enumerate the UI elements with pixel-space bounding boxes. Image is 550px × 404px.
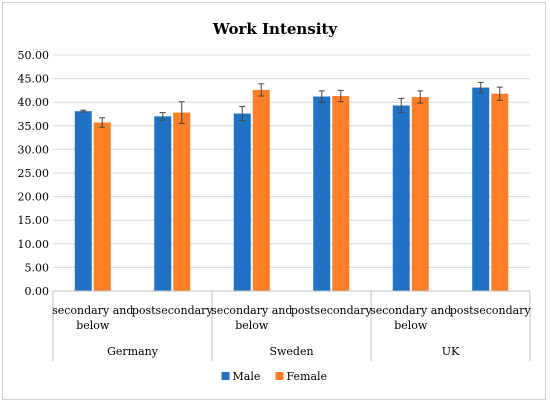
category-label: postsecondary [132,304,214,317]
y-axis-ticks: 0.00 5.00 10.00 15.00 20.00 25.00 30.00 35.00 40… [18,49,50,298]
x-axis: secondary and belowpostsecondarysecondary… [52,290,532,361]
y-tick-label: 25.00 [18,167,50,180]
bar-male [154,116,172,291]
y-tick-label: 45.00 [18,73,50,86]
bar-female [332,96,350,292]
legend-swatch-male [221,372,230,380]
y-tick-label: 5.00 [25,261,50,274]
bars [74,81,509,292]
bar-female [93,122,111,291]
bar-female [252,89,270,291]
gridlines [53,54,530,292]
y-tick-label: 35.00 [18,120,50,133]
legend-swatch-female [275,372,284,380]
bar-male [392,105,410,291]
bar-female [491,93,509,291]
y-tick-label: 40.00 [18,96,50,109]
chart-title: Work Intensity [212,20,339,38]
chart-frame: Work Intensity 0.00 5.00 10.00 15.00 20.00 25… [2,2,546,400]
group-label: Germany [107,345,159,358]
group-label: Sweden [269,345,313,358]
bar-male [233,113,251,291]
bar-female [173,112,191,291]
category-label: postsecondary [450,304,532,317]
category-label: secondary and below [370,304,451,332]
y-tick-label: 10.00 [18,238,50,251]
y-tick-label: 20.00 [18,191,50,204]
bar-female [411,97,429,292]
bar-male [313,96,331,291]
category-label: postsecondary [291,304,373,317]
y-tick-label: 15.00 [18,214,50,227]
group-label: UK [442,345,460,358]
y-tick-label: 0.00 [25,285,50,298]
legend: Male Female [221,370,328,383]
bar-chart: Work Intensity 0.00 5.00 10.00 15.00 20.00 25… [18,20,532,383]
legend-label-male: Male [233,370,261,383]
bar-male [74,111,92,291]
y-tick-label: 50.00 [18,49,50,62]
category-label: secondary and below [52,304,133,332]
bar-male [472,87,490,292]
category-label: secondary and below [211,304,292,332]
y-tick-label: 30.00 [18,143,50,156]
legend-label-female: Female [287,370,328,383]
